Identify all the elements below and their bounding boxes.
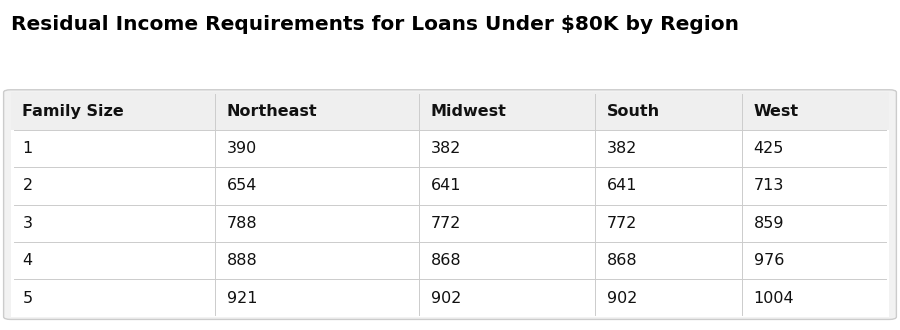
Text: Residual Income Requirements for Loans Under $80K by Region: Residual Income Requirements for Loans U…	[11, 15, 739, 34]
Text: 382: 382	[607, 141, 637, 156]
Text: 772: 772	[607, 216, 637, 231]
Text: 1: 1	[22, 141, 32, 156]
Text: 390: 390	[227, 141, 256, 156]
Text: 4: 4	[22, 253, 32, 268]
Text: 868: 868	[431, 253, 462, 268]
Text: West: West	[753, 104, 799, 118]
Text: 902: 902	[431, 291, 461, 306]
Text: 859: 859	[753, 216, 784, 231]
Text: Northeast: Northeast	[227, 104, 318, 118]
Text: 713: 713	[753, 179, 784, 193]
Text: 641: 641	[431, 179, 462, 193]
Text: South: South	[607, 104, 660, 118]
Text: 1004: 1004	[753, 291, 795, 306]
Text: 902: 902	[607, 291, 637, 306]
Text: 976: 976	[753, 253, 784, 268]
Text: 868: 868	[607, 253, 637, 268]
Text: 788: 788	[227, 216, 257, 231]
Text: 2: 2	[22, 179, 32, 193]
Text: 382: 382	[431, 141, 461, 156]
Text: 654: 654	[227, 179, 257, 193]
Text: 425: 425	[753, 141, 784, 156]
Text: 921: 921	[227, 291, 257, 306]
Text: 772: 772	[431, 216, 461, 231]
FancyBboxPatch shape	[4, 90, 896, 319]
Text: 641: 641	[607, 179, 637, 193]
Text: Family Size: Family Size	[22, 104, 124, 118]
Text: 3: 3	[22, 216, 32, 231]
Text: 5: 5	[22, 291, 32, 306]
Text: Midwest: Midwest	[431, 104, 507, 118]
Text: 888: 888	[227, 253, 257, 268]
